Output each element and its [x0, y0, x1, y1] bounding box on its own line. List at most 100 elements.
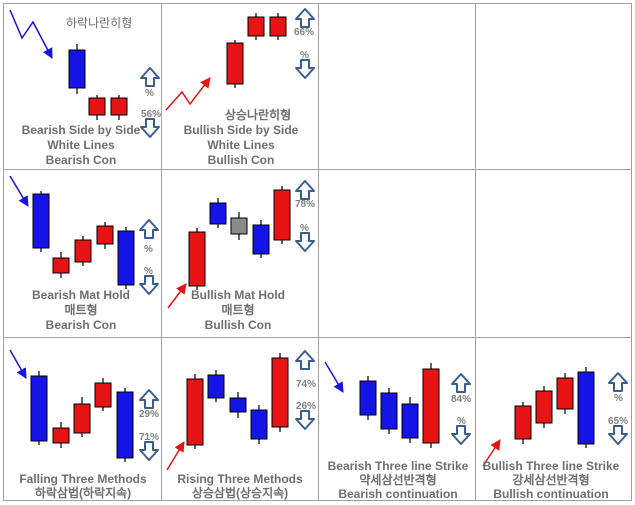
down-arrow-icon	[140, 118, 160, 138]
bullish-candle	[96, 225, 114, 245]
percent-down: 26%	[296, 401, 316, 412]
cell-bearish-three-line-strike: 84% % Bearish Three line Strike 약세삼선반격형 …	[324, 361, 471, 501]
uptrend-arrow	[167, 283, 187, 309]
downtrend-arrow	[9, 349, 27, 379]
bearish-candle	[401, 403, 419, 439]
uptrend-arrow	[165, 77, 211, 111]
pattern-korean-label: 상승나란히형	[225, 107, 291, 122]
bearish-candle	[250, 409, 268, 440]
candles	[186, 353, 289, 449]
downtrend-arrow	[9, 9, 53, 59]
up-arrow-icon	[139, 219, 159, 239]
down-arrow-icon	[295, 232, 315, 252]
bullish-candle	[556, 377, 574, 410]
pattern-title-line-1: Bullish Three line Strike	[483, 459, 620, 473]
percent-up: %	[145, 88, 154, 99]
pattern-title-line-2: 상승삼법(상승지속)	[192, 485, 288, 500]
bullish-candle	[247, 16, 265, 37]
down-arrow-icon	[295, 59, 315, 79]
percent-down: %	[300, 223, 309, 234]
candles	[226, 13, 287, 88]
pattern-title-line-1: Bullish Mat Hold	[191, 288, 285, 302]
bullish-candle	[73, 403, 91, 434]
pattern-title-line-3: Bullish Con	[208, 153, 275, 167]
bearish-candle	[116, 391, 134, 459]
percent-up: 74%	[296, 379, 316, 390]
down-arrow-icon	[139, 275, 159, 295]
cell-rising-three-methods: 74% 26% Rising Three Methods 상승삼법(상승지속)	[166, 350, 316, 500]
pattern-korean-label: 하락나란히형	[66, 16, 132, 30]
grid-lines	[3, 3, 632, 501]
down-arrow-icon	[608, 425, 628, 445]
pattern-title-line-2: 하락삼법(하락지속)	[35, 485, 131, 500]
bullish-candle	[273, 189, 291, 241]
pattern-title-line-2: 강세삼선반격형	[512, 472, 589, 487]
pattern-title-line-3: Bearish Con	[46, 318, 117, 332]
percent-up: 84%	[451, 394, 471, 405]
pattern-title-line-2: 매트형	[64, 302, 97, 317]
bearish-candle	[68, 49, 86, 89]
bullish-candle	[271, 357, 289, 428]
bullish-candle	[52, 257, 70, 274]
cell-falling-three-methods: 29% 71% Falling Three Methods 하락삼법(하락지속)	[9, 349, 159, 500]
bearish-candle	[577, 371, 595, 445]
pattern-title-line-3: Bearish Con	[46, 153, 117, 167]
percent-up: %	[144, 244, 153, 255]
pattern-title-line-3: Bullish Con	[205, 318, 272, 332]
percent-down: 65%	[608, 416, 628, 427]
percent-down: %	[144, 266, 153, 277]
bullish-candle	[110, 97, 128, 116]
bearish-candle	[252, 224, 270, 255]
percent-down: %	[300, 50, 309, 61]
candles	[188, 186, 291, 290]
percent-up: 29%	[139, 409, 159, 420]
bullish-candle	[74, 239, 92, 263]
bullish-candle	[88, 97, 106, 116]
pattern-title-line-3: Bearish continuation	[338, 487, 457, 501]
cell-bullish-mat-hold: 78% % Bullish Mat Hold 매트형 Bullish Con	[167, 180, 315, 332]
percent-up: 78%	[295, 199, 315, 210]
pattern-title-line-1: Bullish Side by Side	[184, 123, 299, 137]
bearish-candle	[117, 230, 135, 286]
up-arrow-icon	[295, 350, 315, 370]
down-arrow-icon	[295, 410, 315, 430]
up-arrow-icon	[295, 8, 315, 28]
pattern-title-line-1: Bearish Mat Hold	[32, 288, 130, 302]
downtrend-arrow	[324, 361, 344, 393]
cell-bullish-side-by-side: 66% % 상승나란히형 Bullish Side by Side White …	[165, 8, 315, 167]
bullish-candle	[52, 427, 70, 444]
percent-up: 66%	[294, 27, 314, 38]
pattern-title-line-1: Rising Three Methods	[177, 472, 303, 486]
percent-down: 71%	[139, 432, 159, 443]
pattern-title-line-2: 매트형	[221, 302, 254, 317]
downtrend-arrow	[9, 175, 29, 207]
bearish-candle	[229, 397, 247, 413]
down-arrow-icon	[139, 441, 159, 461]
pattern-title-line-2: White Lines	[47, 138, 115, 152]
pattern-title-line-1: Bearish Side by Side	[22, 123, 141, 137]
bearish-candle	[359, 380, 377, 416]
candles	[32, 191, 135, 289]
bullish-candle	[226, 42, 244, 85]
cell-bearish-mat-hold: % % Bearish Mat Hold 매트형 Bearish Con	[9, 175, 159, 332]
pattern-title-line-2: White Lines	[207, 138, 275, 152]
doji-candle	[230, 217, 248, 235]
pattern-title-line-3: Bullish continuation	[493, 487, 608, 501]
up-arrow-icon	[608, 372, 628, 392]
pattern-title-line-2: 약세삼선반격형	[359, 472, 436, 487]
up-arrow-icon	[451, 373, 471, 393]
uptrend-arrow	[482, 439, 501, 467]
percent-down: 56%	[141, 109, 161, 120]
percent-up: %	[614, 393, 623, 404]
bearish-candle	[32, 193, 50, 249]
cell-bullish-three-line-strike: % 65% Bullish Three line Strike 강세삼선반격형 …	[482, 367, 628, 501]
bullish-candle	[186, 378, 204, 446]
up-arrow-icon	[140, 67, 160, 87]
bullish-candle	[535, 390, 553, 424]
cell-bearish-side-by-side: 하락나란히형 % 56% Bearish Side by Side White …	[9, 9, 161, 167]
down-arrow-icon	[451, 425, 471, 445]
uptrend-arrow	[166, 441, 185, 471]
up-arrow-icon	[295, 180, 315, 200]
bullish-candle	[94, 382, 112, 408]
bullish-candle	[514, 405, 532, 440]
